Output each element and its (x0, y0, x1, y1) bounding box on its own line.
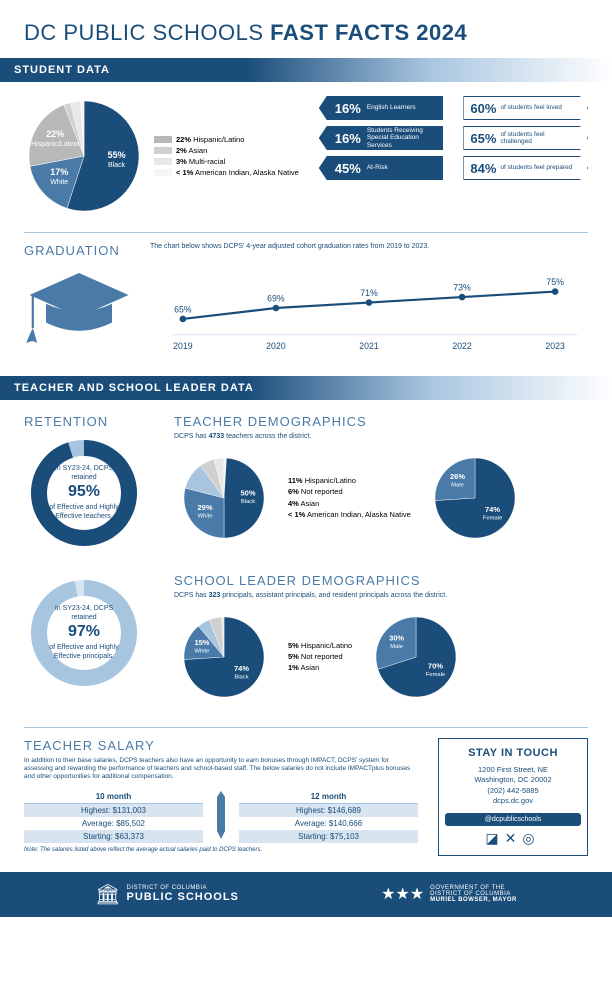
svg-text:Black: Black (234, 674, 248, 680)
section-teacher-data: TEACHER AND SCHOOL LEADER DATA (0, 376, 612, 400)
svg-text:71%: 71% (360, 288, 378, 298)
contact-web: dcps.dc.gov (445, 796, 581, 807)
salary-note: Note: The salaries listed above reflect … (24, 847, 418, 853)
leader-race-pie: 74% Black 15%White (174, 607, 274, 707)
svg-text:70%: 70% (428, 661, 443, 670)
legend-item: 5% Not reported (288, 651, 352, 662)
graduation-heading: GRADUATION (24, 243, 134, 258)
footer: 🏛 DISTRICT OF COLUMBIA PUBLIC SCHOOLS ★★… (0, 872, 612, 917)
stat-arrow: 16%English Learners (319, 96, 444, 120)
salary-table: 12 monthHighest: $146,689Average: $140,6… (239, 790, 418, 843)
svg-text:22%: 22% (46, 129, 64, 139)
teacher-race-legend: 11% Hispanic/Latino6% Not reported4% Asi… (288, 475, 411, 520)
leader-race-legend: 5% Hispanic/Latino5% Not reported1% Asia… (288, 640, 352, 674)
svg-text:Hispanic/Latino: Hispanic/Latino (31, 141, 79, 148)
svg-text:White: White (198, 513, 213, 519)
salary-tables: 10 monthHighest: $131,003Average: $85,50… (24, 790, 418, 843)
stat-outline: 84%of students feel prepared (463, 156, 588, 180)
teacher-gender-pie: 74% Female 26%Male (425, 448, 525, 548)
legend-item: 1% Asian (288, 662, 352, 673)
svg-text:26%: 26% (450, 472, 465, 481)
page-title: DC PUBLIC SCHOOLS FAST FACTS 2024 (24, 20, 588, 46)
contact-addr2: Washington, DC 20002 (445, 775, 581, 786)
svg-text:Female: Female (483, 515, 502, 521)
svg-text:Male: Male (390, 643, 403, 649)
svg-text:74%: 74% (234, 663, 249, 672)
student-demographics-pie: 55% Black 17% White 22% Hispanic/Latino 22% H… (24, 96, 299, 216)
leader-demo-heading: SCHOOL LEADER DEMOGRAPHICS (174, 573, 588, 588)
salary-table: 10 monthHighest: $131,003Average: $85,50… (24, 790, 203, 843)
pencil-icon (211, 791, 231, 841)
leader-gender-pie: 70% Female 30%Male (366, 607, 466, 707)
svg-text:Male: Male (451, 482, 464, 488)
svg-text:Female: Female (426, 672, 445, 678)
svg-text:17%: 17% (50, 167, 68, 177)
graduation-line-chart: 65% 2019 69% 2020 71% 2021 73% 2022 75% 2023 (150, 256, 588, 355)
svg-text:2022: 2022 (452, 341, 472, 351)
contact-phone: (202) 442-5885 (445, 786, 581, 797)
legend-item: 6% Not reported (288, 486, 411, 497)
svg-text:2020: 2020 (266, 341, 286, 351)
graduation-cap-icon (24, 262, 134, 350)
retention-donut-teachers: In SY23-24, DCPS retained95%of Effective… (24, 433, 144, 553)
legend-item: 3% Multi-racial (154, 156, 299, 167)
salary-heading: TEACHER SALARY (24, 738, 418, 753)
legend-item: 5% Hispanic/Latino (288, 640, 352, 651)
svg-text:69%: 69% (267, 293, 285, 303)
student-stats-left: 16%English Learners 16%Students Receiving… (319, 96, 444, 216)
svg-text:2023: 2023 (545, 341, 565, 351)
svg-text:55%: 55% (108, 150, 126, 160)
teacher-demo-heading: TEACHER DEMOGRAPHICS (174, 414, 588, 429)
dc-flag-icon: ★★★ (381, 884, 424, 904)
svg-text:73%: 73% (453, 282, 471, 292)
contact-box: STAY IN TOUCH 1200 First Street, NE Wash… (438, 738, 588, 856)
section-student-data: STUDENT DATA (0, 58, 612, 82)
facebook-icon: ◪ (485, 830, 504, 846)
stat-arrow: 45%At-Risk (319, 156, 444, 180)
svg-text:50%: 50% (240, 488, 255, 497)
legend-item: 22% Hispanic/Latino (154, 134, 299, 145)
graduation-desc: The chart below shows DCPS' 4-year adjus… (150, 243, 588, 250)
salary-desc: In addition to their base salaries, DCPS… (24, 757, 418, 782)
teacher-race-pie: 50% Black 29%White (174, 448, 274, 548)
svg-text:74%: 74% (485, 504, 500, 513)
social-icons: ◪✕◎ (445, 830, 581, 847)
stat-outline: 65%of students feel challenged (463, 126, 588, 150)
retention-heading: RETENTION (24, 414, 154, 429)
footer-l1b: PUBLIC SCHOOLS (127, 891, 239, 903)
student-stats-right: 60%of students feel loved 65%of students … (463, 96, 588, 216)
svg-text:White: White (195, 648, 210, 654)
legend-item: 4% Asian (288, 498, 411, 509)
svg-text:2021: 2021 (359, 341, 379, 351)
contact-handle: @dcpublicschools (445, 813, 581, 826)
retention-donut-principals: In SY23-24, DCPS retained97%of Effective… (24, 573, 144, 693)
instagram-icon: ◎ (522, 830, 540, 846)
stat-outline: 60%of students feel loved (463, 96, 588, 120)
svg-text:75%: 75% (546, 277, 564, 287)
stat-arrow: 16%Students Receiving Special Education … (319, 126, 444, 150)
svg-text:30%: 30% (389, 633, 404, 642)
x-icon: ✕ (505, 830, 523, 846)
svg-text:Black: Black (108, 162, 126, 169)
contact-heading: STAY IN TOUCH (445, 747, 581, 759)
svg-text:15%: 15% (194, 638, 209, 647)
legend-item: < 1% American Indian, Alaska Native (288, 509, 411, 520)
teacher-demo-sub: DCPS has 4733 teachers across the distri… (174, 433, 588, 440)
leader-demo-sub: DCPS has 323 principals, assistant princ… (174, 592, 588, 599)
legend-item: < 1% American Indian, Alaska Native (154, 167, 299, 178)
svg-text:65%: 65% (174, 304, 192, 314)
legend-item: 11% Hispanic/Latino (288, 475, 411, 486)
svg-text:White: White (50, 179, 68, 186)
contact-addr1: 1200 First Street, NE (445, 765, 581, 776)
capitol-dome-icon: 🏛 (95, 882, 120, 907)
svg-text:2019: 2019 (173, 341, 193, 351)
legend-item: 2% Asian (154, 145, 299, 156)
svg-text:29%: 29% (198, 503, 213, 512)
footer-r3: MURIEL BOWSER, MAYOR (430, 897, 517, 903)
svg-text:Black: Black (241, 499, 255, 505)
